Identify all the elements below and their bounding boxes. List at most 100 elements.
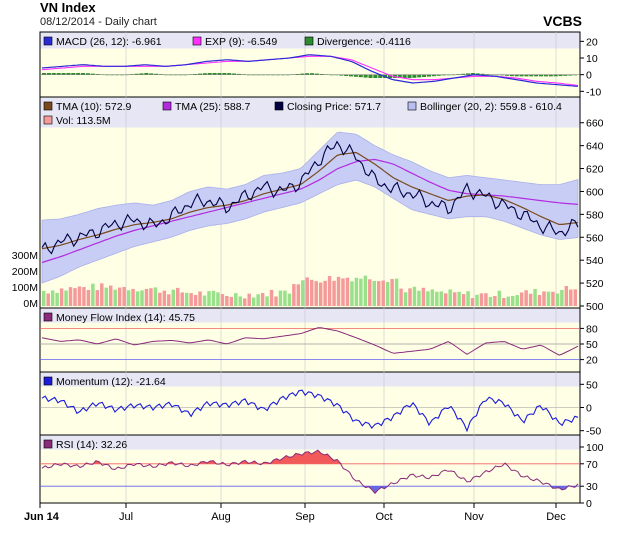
rsi-line	[41, 449, 579, 495]
volume-bar	[368, 279, 372, 306]
divergence-bar	[539, 74, 544, 77]
legend-swatch	[43, 36, 53, 46]
volume-bar	[488, 297, 493, 306]
legend-swatch	[162, 101, 172, 111]
divergence-bar	[305, 73, 310, 75]
volume-bar	[229, 296, 234, 306]
divergence-bar	[154, 73, 159, 75]
y-tick-label: 560	[586, 232, 604, 244]
volume-bar	[555, 293, 560, 306]
divergence-bar	[178, 74, 183, 76]
volume-bar	[122, 286, 126, 306]
legend-label: TMA (25): 588.7	[175, 101, 250, 113]
volume-bar	[466, 291, 470, 306]
x-tick-label: Nov	[464, 511, 484, 523]
divergence-bar	[402, 74, 407, 78]
legend-swatch	[407, 101, 417, 111]
divergence-bar	[461, 73, 466, 75]
divergence-bar	[251, 74, 256, 76]
volume-bar	[381, 280, 385, 306]
volume-tick-label: 0M	[23, 298, 38, 310]
volume-bar	[256, 294, 260, 306]
legend-label: MACD (26, 12): -6.961	[56, 36, 162, 48]
legend-label: Momentum (12): -21.64	[56, 376, 166, 388]
y-tick-label: 600	[586, 186, 604, 198]
legend-bar-3	[40, 372, 580, 387]
divergence-bar	[441, 74, 446, 76]
volume-bar	[153, 287, 158, 306]
divergence-bar	[144, 73, 149, 75]
volume-bar	[211, 290, 216, 306]
volume-tick-label: 300M	[12, 250, 38, 262]
divergence-bar	[85, 73, 90, 75]
legend-label: Vol: 113.5M	[56, 115, 111, 127]
legend-label: Money Flow Index (14): 45.75	[56, 312, 195, 324]
y-tick-label: 640	[586, 141, 604, 153]
divergence-bar	[363, 74, 368, 78]
volume-bar	[479, 293, 484, 306]
volume-bar	[461, 294, 466, 306]
divergence-bar	[358, 74, 363, 78]
brand-label: VCBS	[543, 13, 582, 29]
volume-bar	[238, 296, 242, 306]
y-tick-label: 540	[586, 255, 604, 267]
tma10-line	[41, 151, 579, 250]
divergence-bar	[61, 73, 66, 75]
divergence-bar	[236, 73, 241, 75]
volume-bar	[426, 291, 430, 306]
volume-bar	[301, 280, 305, 306]
divergence-bar	[207, 73, 212, 75]
volume-bar	[573, 289, 577, 306]
volume-bar	[64, 290, 68, 306]
legend-swatch	[192, 36, 202, 46]
volume-bar	[515, 295, 519, 306]
divergence-bar	[436, 74, 441, 76]
divergence-bar	[480, 73, 485, 75]
divergence-bar	[543, 74, 548, 77]
divergence-bar	[71, 73, 76, 75]
divergence-bar	[139, 73, 144, 75]
volume-bar	[493, 296, 497, 306]
divergence-bar	[295, 73, 300, 75]
volume-bar	[243, 298, 247, 306]
volume-bar	[171, 289, 175, 306]
volume-bar	[109, 285, 113, 306]
divergence-bar	[227, 73, 232, 75]
divergence-bar	[110, 74, 115, 76]
volume-bar	[497, 290, 502, 306]
x-tick-label: Dec	[546, 511, 566, 523]
divergence-bar	[56, 73, 61, 75]
volume-bar	[77, 286, 82, 306]
divergence-bar	[300, 73, 305, 75]
y-tick-label: 620	[586, 164, 604, 176]
divergence-bar	[329, 74, 334, 76]
divergence-bar	[519, 74, 524, 77]
volume-bar	[180, 292, 184, 306]
divergence-bar	[568, 74, 573, 76]
volume-bar	[408, 288, 412, 306]
volume-bar	[73, 288, 77, 306]
divergence-bar	[387, 74, 393, 78]
volume-bar	[399, 288, 403, 306]
divergence-bar	[95, 74, 100, 75]
volume-bar	[260, 292, 265, 306]
volume-bar	[390, 279, 394, 306]
divergence-bar	[368, 74, 373, 78]
momentum-line	[41, 389, 579, 433]
divergence-bar	[348, 74, 354, 77]
divergence-bar	[524, 74, 529, 77]
divergence-bar	[553, 74, 558, 77]
volume-bar	[283, 290, 287, 306]
chart-subtitle: 08/12/2014 - Daily chart	[40, 16, 157, 28]
legend-bar-1	[40, 97, 580, 128]
volume-bar	[274, 296, 278, 306]
volume-bar	[198, 291, 202, 306]
volume-bar	[336, 276, 341, 306]
x-tick-label: Sep	[295, 511, 315, 523]
volume-bar	[292, 284, 296, 306]
volume-bar	[131, 288, 135, 306]
volume-bar	[502, 297, 506, 306]
volume-bar	[100, 283, 104, 306]
volume-bar	[421, 287, 426, 306]
divergence-bar	[422, 74, 427, 77]
